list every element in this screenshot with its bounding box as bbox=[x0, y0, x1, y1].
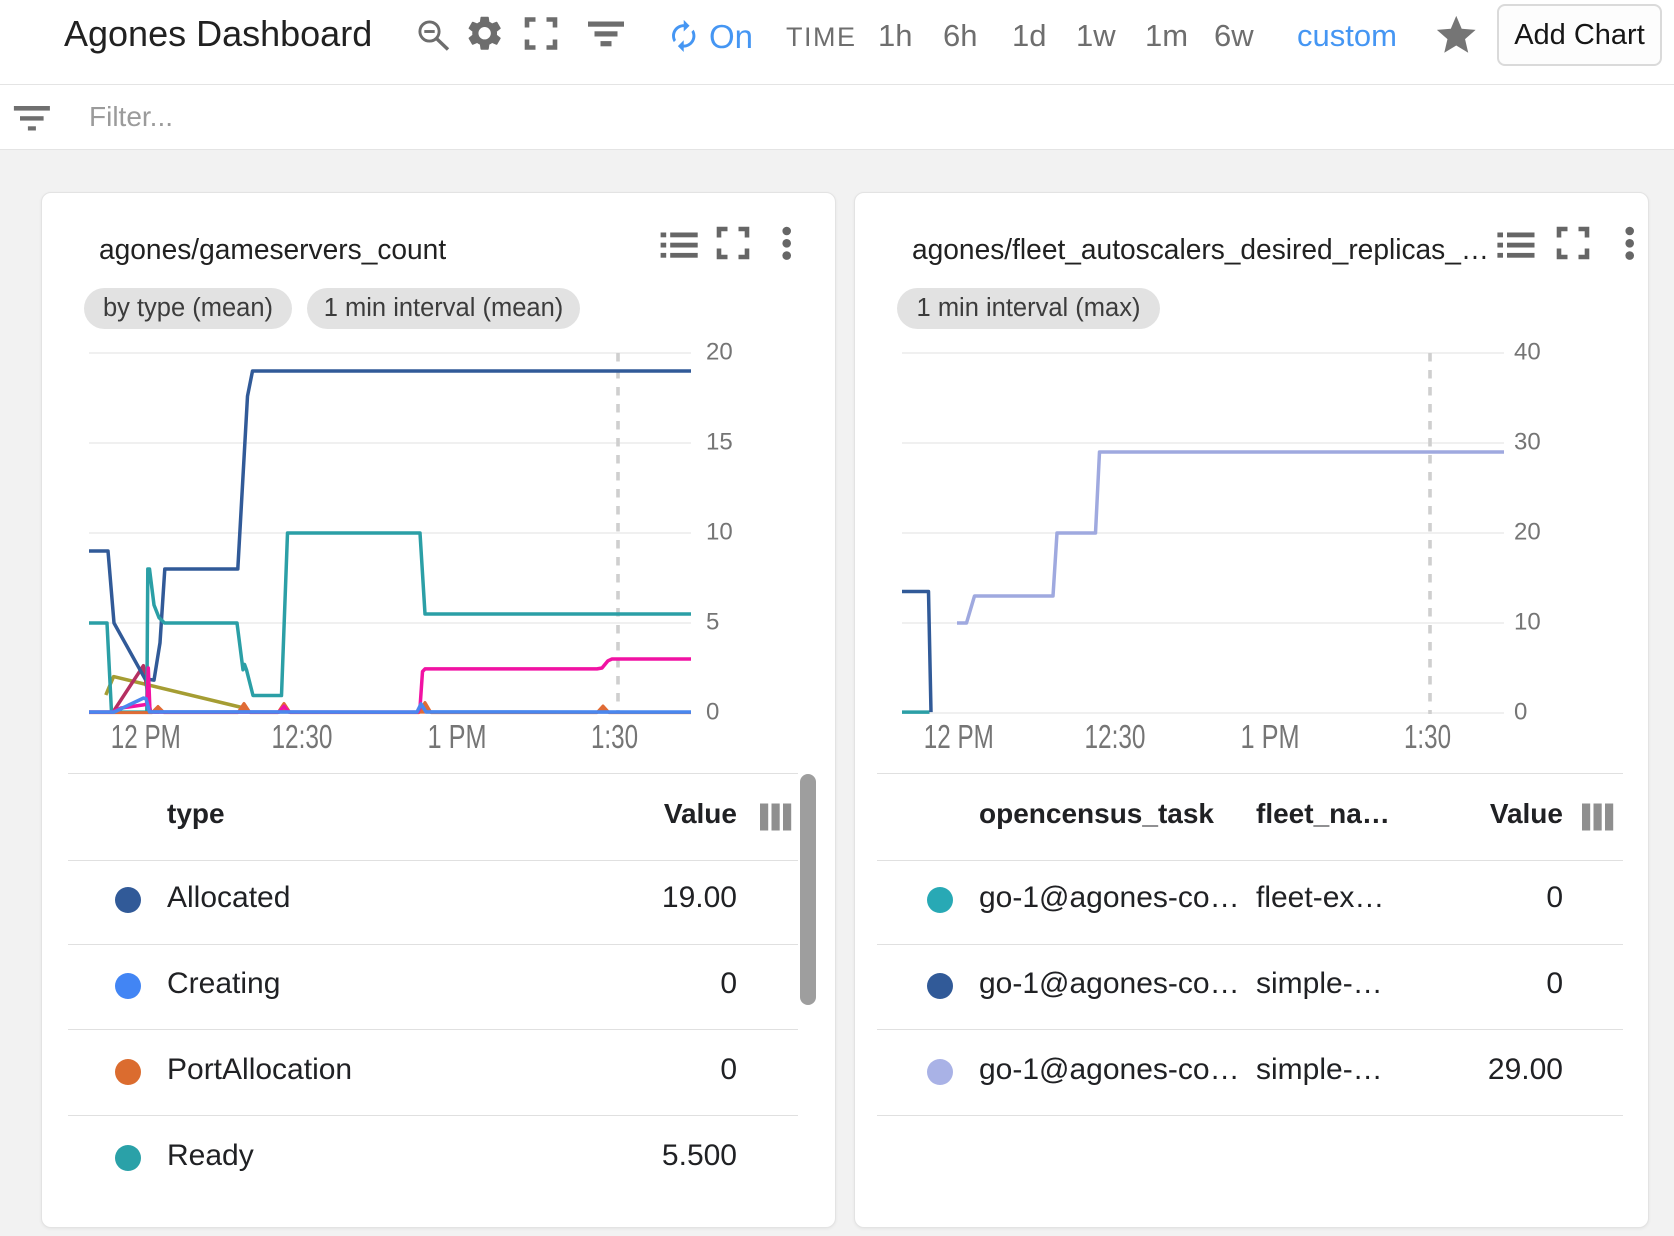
svg-text:5: 5 bbox=[706, 609, 719, 636]
svg-text:0: 0 bbox=[1514, 699, 1527, 726]
svg-text:1:30: 1:30 bbox=[591, 718, 638, 755]
svg-text:12 PM: 12 PM bbox=[924, 718, 994, 755]
svg-text:1 PM: 1 PM bbox=[428, 718, 487, 755]
svg-text:12 PM: 12 PM bbox=[111, 718, 181, 755]
svg-text:40: 40 bbox=[1514, 339, 1541, 366]
svg-text:15: 15 bbox=[706, 429, 733, 456]
svg-text:10: 10 bbox=[1514, 609, 1541, 636]
svg-text:1 PM: 1 PM bbox=[1241, 718, 1300, 755]
svg-text:0: 0 bbox=[706, 699, 719, 726]
svg-text:1:30: 1:30 bbox=[1404, 718, 1451, 755]
svg-text:12:30: 12:30 bbox=[272, 718, 333, 755]
svg-text:20: 20 bbox=[706, 339, 733, 366]
svg-text:12:30: 12:30 bbox=[1085, 718, 1146, 755]
svg-text:30: 30 bbox=[1514, 429, 1541, 456]
svg-text:20: 20 bbox=[1514, 519, 1541, 546]
svg-text:10: 10 bbox=[706, 519, 733, 546]
